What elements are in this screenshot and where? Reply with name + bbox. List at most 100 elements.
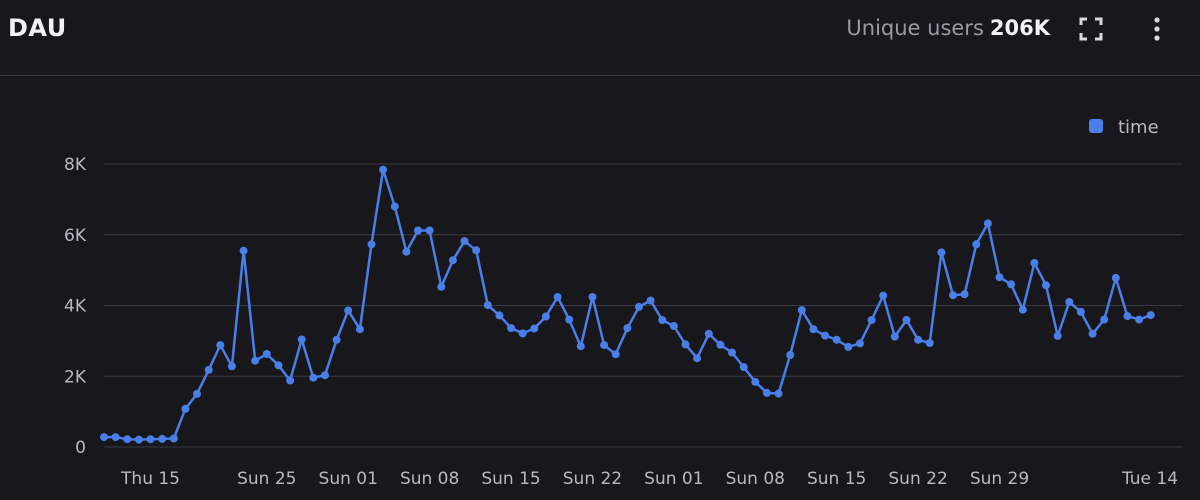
data-point[interactable] xyxy=(832,335,841,344)
data-point[interactable] xyxy=(576,342,585,351)
data-point[interactable] xyxy=(716,340,725,349)
data-point[interactable] xyxy=(169,434,178,443)
data-point[interactable] xyxy=(123,435,132,444)
data-point[interactable] xyxy=(995,273,1004,282)
data-point[interactable] xyxy=(1100,315,1109,324)
data-point[interactable] xyxy=(751,377,760,386)
data-point[interactable] xyxy=(414,226,422,235)
data-point[interactable] xyxy=(902,316,911,324)
data-point[interactable] xyxy=(1065,298,1074,306)
data-point[interactable] xyxy=(111,433,120,442)
data-point[interactable] xyxy=(658,316,667,324)
data-point[interactable] xyxy=(1007,280,1016,289)
data-point[interactable] xyxy=(611,350,620,359)
data-point[interactable] xyxy=(344,306,353,315)
data-point[interactable] xyxy=(227,362,236,371)
data-point[interactable] xyxy=(1018,305,1027,314)
data-point[interactable] xyxy=(251,356,260,365)
data-point[interactable] xyxy=(1030,259,1039,267)
data-point[interactable] xyxy=(262,350,271,358)
data-point[interactable] xyxy=(856,339,864,348)
data-point[interactable] xyxy=(448,256,457,265)
data-point[interactable] xyxy=(635,302,643,311)
data-point[interactable] xyxy=(321,371,329,380)
data-point[interactable] xyxy=(239,246,248,255)
data-point[interactable] xyxy=(402,247,411,256)
data-point[interactable] xyxy=(762,388,771,397)
data-point[interactable] xyxy=(100,433,108,442)
data-point[interactable] xyxy=(437,282,446,291)
data-point[interactable] xyxy=(704,329,713,338)
chart-legend[interactable]: time xyxy=(1089,117,1159,138)
data-point[interactable] xyxy=(507,324,516,333)
data-point[interactable] xyxy=(332,335,341,344)
data-point[interactable] xyxy=(1076,307,1085,316)
data-point[interactable] xyxy=(193,389,201,398)
data-point[interactable] xyxy=(1123,312,1132,321)
data-point[interactable] xyxy=(297,335,306,344)
data-point[interactable] xyxy=(472,246,481,255)
x-tick-label: Sun 25 xyxy=(237,469,296,489)
x-tick-label: Tue 14 xyxy=(1121,469,1178,489)
data-point[interactable] xyxy=(158,434,167,443)
data-point[interactable] xyxy=(937,248,946,257)
data-point[interactable] xyxy=(1088,329,1097,338)
data-point[interactable] xyxy=(669,322,678,330)
more-icon-svg xyxy=(1154,17,1160,41)
data-point[interactable] xyxy=(949,291,957,300)
data-point[interactable] xyxy=(1053,331,1062,340)
data-point[interactable] xyxy=(286,376,295,385)
data-point[interactable] xyxy=(530,324,539,333)
data-point[interactable] xyxy=(925,339,934,347)
data-point[interactable] xyxy=(588,293,597,301)
data-point[interactable] xyxy=(460,237,469,246)
x-tick-label: Sun 15 xyxy=(807,469,866,489)
data-point[interactable] xyxy=(960,290,969,299)
y-tick-label: 0 xyxy=(75,438,86,458)
data-point[interactable] xyxy=(844,342,853,351)
chart-header: DAU Unique users 206K xyxy=(0,0,1200,76)
data-point[interactable] xyxy=(867,316,876,324)
data-point[interactable] xyxy=(1111,273,1120,282)
data-point[interactable] xyxy=(565,315,574,324)
data-point[interactable] xyxy=(890,332,899,341)
data-point[interactable] xyxy=(204,365,213,374)
data-point[interactable] xyxy=(390,202,399,211)
data-point[interactable] xyxy=(541,312,550,321)
data-point[interactable] xyxy=(216,341,225,350)
data-point[interactable] xyxy=(309,373,318,382)
data-point[interactable] xyxy=(379,165,388,174)
data-point[interactable] xyxy=(693,354,702,363)
data-point[interactable] xyxy=(425,226,434,235)
data-point[interactable] xyxy=(274,361,283,370)
data-point[interactable] xyxy=(355,325,364,334)
data-point[interactable] xyxy=(367,240,376,249)
data-point[interactable] xyxy=(821,331,830,340)
data-point[interactable] xyxy=(1146,311,1155,320)
data-point[interactable] xyxy=(146,435,155,444)
data-point[interactable] xyxy=(134,435,143,444)
data-point[interactable] xyxy=(983,219,992,228)
data-point[interactable] xyxy=(739,363,748,372)
data-point[interactable] xyxy=(600,341,609,350)
more-vertical-icon[interactable] xyxy=(1142,14,1172,44)
data-point[interactable] xyxy=(518,329,527,338)
data-point[interactable] xyxy=(809,325,818,334)
data-point[interactable] xyxy=(483,301,492,310)
data-point[interactable] xyxy=(914,335,923,344)
expand-icon[interactable] xyxy=(1076,14,1106,44)
data-point[interactable] xyxy=(181,404,190,413)
data-point[interactable] xyxy=(786,351,795,359)
data-point[interactable] xyxy=(728,348,736,357)
data-point[interactable] xyxy=(879,291,888,300)
data-point[interactable] xyxy=(797,306,806,315)
data-point[interactable] xyxy=(553,293,562,301)
data-point[interactable] xyxy=(681,340,690,349)
data-point[interactable] xyxy=(774,389,783,398)
data-point[interactable] xyxy=(972,240,981,249)
data-point[interactable] xyxy=(495,311,504,320)
data-point[interactable] xyxy=(623,324,632,333)
data-point[interactable] xyxy=(646,296,655,305)
data-point[interactable] xyxy=(1135,315,1144,324)
data-point[interactable] xyxy=(1042,281,1050,290)
